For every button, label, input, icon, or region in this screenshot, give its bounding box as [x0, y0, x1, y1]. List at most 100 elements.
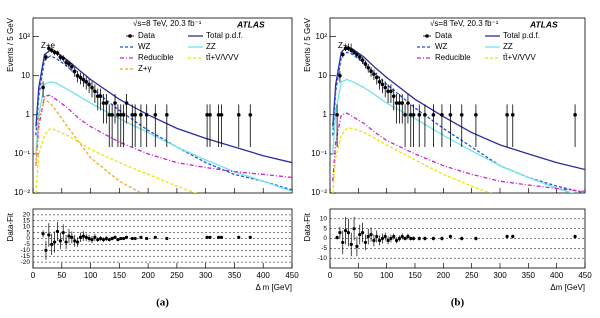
y-tick-label: 10⁻¹ [14, 149, 30, 158]
ratio-point [113, 235, 117, 239]
curve [35, 55, 292, 191]
ratio-tick-label: -5 [321, 245, 327, 252]
x-tick-label: 450 [285, 271, 299, 280]
panel: 0 50 100 150 200 250 300 350 400 45010⁻²10⁻¹11010… [303, 17, 592, 308]
ratio-point [70, 235, 74, 239]
data-point [110, 113, 114, 117]
ratio-point [358, 232, 362, 237]
x-tick-label: 150 [113, 271, 127, 280]
data-point [343, 46, 348, 51]
ratio-point [81, 234, 85, 238]
legend-label: Reducible [435, 53, 471, 62]
data-point [70, 64, 74, 69]
ratio-point [389, 236, 393, 241]
data-point [216, 113, 221, 117]
curve [35, 98, 143, 193]
data-point [386, 89, 390, 94]
data-point [403, 113, 407, 117]
ratio-tick-label: 15 [23, 218, 31, 225]
ratio-point [448, 234, 453, 239]
data-point [93, 89, 97, 94]
ratio-point [93, 235, 97, 239]
curve [35, 81, 292, 193]
data-point [459, 113, 464, 117]
data-point [352, 50, 356, 55]
x-tick-label: 50 [354, 271, 363, 280]
ratio-point [386, 238, 390, 243]
legend-label: Total p.d.f. [206, 31, 243, 40]
legend-label: WZ [435, 42, 448, 51]
data-point [124, 101, 129, 105]
data-point [87, 82, 91, 87]
ratio-point [460, 236, 464, 241]
data-point [397, 101, 402, 105]
ratio-point [119, 236, 123, 241]
data-point [52, 50, 57, 55]
ratio-point [505, 234, 509, 239]
x-tick-label: 50 [57, 271, 66, 280]
ratio-point [50, 242, 54, 246]
y-tick-label: 1 [323, 110, 328, 119]
data-point [84, 79, 89, 84]
ratio-point [47, 233, 51, 237]
curve [332, 46, 585, 171]
legend-marker [128, 34, 132, 38]
ratio-tick-label: 0 [26, 235, 30, 242]
panel-caption: (b) [451, 297, 465, 309]
ratio-point [44, 248, 48, 252]
y-tick-label: 10² [18, 32, 30, 41]
ratio-point [440, 236, 444, 241]
curve [332, 112, 585, 193]
plot-frame [32, 17, 293, 194]
data-point [153, 113, 158, 117]
ratio-point [73, 239, 77, 243]
x-tick-label: 400 [257, 271, 271, 280]
ratio-point [41, 232, 45, 236]
data-point [116, 113, 120, 117]
data-point [104, 101, 109, 105]
ratio-tick-label: 20 [23, 212, 31, 219]
data-point [78, 75, 83, 80]
ratio-point [411, 236, 416, 241]
data-point [98, 94, 103, 98]
ratio-point [101, 238, 106, 242]
data-point [205, 113, 209, 117]
ratio-point [474, 236, 478, 241]
curve [332, 51, 585, 193]
curves [332, 46, 585, 193]
data-point [64, 60, 68, 65]
data-point [165, 113, 169, 117]
ratio-tick-label: -5 [24, 241, 30, 248]
ratio-tick-label: 5 [323, 225, 327, 232]
ratio-point [219, 235, 224, 239]
ratio-tick-label: -15 [21, 253, 31, 260]
channel-label: Z+μ [338, 41, 353, 50]
data-point [118, 113, 123, 117]
ratio-point [423, 236, 427, 241]
data-point [130, 113, 135, 117]
ratio-tick-label: -10 [318, 255, 328, 262]
ratio-point [124, 235, 129, 239]
legend-label: Total p.d.f. [503, 31, 540, 40]
ratio-point [55, 229, 60, 234]
legend-label: WZ [138, 42, 151, 51]
data-point [219, 113, 224, 117]
data-point [55, 51, 60, 55]
x-axis-label: Δ m [GeV] [256, 283, 292, 292]
data-point [47, 46, 51, 51]
ratio-y-label: Data-Fit [6, 212, 15, 241]
x-tick-label: 100 [84, 271, 98, 280]
x-tick-label: 200 [141, 271, 155, 280]
data-point [75, 73, 80, 78]
data-point [49, 48, 54, 53]
data-point [133, 113, 137, 117]
data-point [335, 113, 339, 117]
ratio-point [375, 234, 379, 239]
ratio-point [52, 240, 57, 244]
ratio-y-label: Data-Fit [303, 212, 312, 241]
curve [35, 94, 292, 179]
data-point [417, 113, 422, 117]
energy-label: √s=8 TeV, 20.3 fb⁻¹ [133, 19, 202, 28]
ratio-point [360, 231, 365, 235]
ratio-point [363, 240, 368, 245]
